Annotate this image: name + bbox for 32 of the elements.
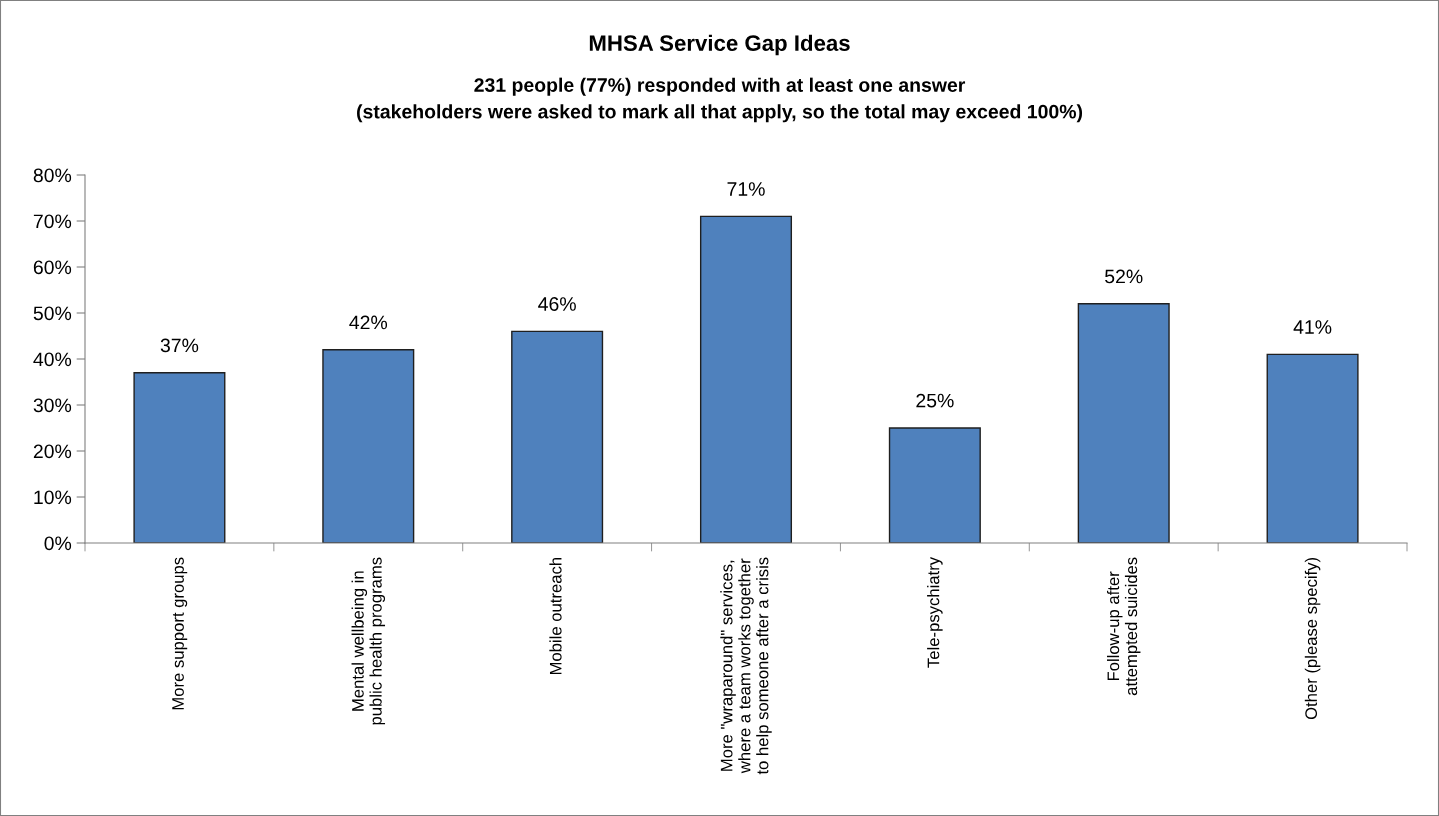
bar bbox=[322, 349, 415, 543]
data-label: 46% bbox=[538, 297, 576, 311]
data-label: 52% bbox=[1105, 269, 1143, 284]
x-tick-label: Follow-up after attempted suicides bbox=[1106, 557, 1141, 696]
bar bbox=[511, 330, 604, 543]
y-tick-label: 60% bbox=[33, 260, 72, 275]
y-tick-label: 0% bbox=[44, 536, 72, 551]
y-tick-label: 40% bbox=[33, 352, 72, 367]
y-tick-label: 70% bbox=[33, 214, 72, 229]
x-tick-label: More "wraparound" services, where a team works together to help someone after a crisis bbox=[720, 557, 772, 775]
bar bbox=[133, 372, 226, 543]
data-label: 25% bbox=[916, 393, 954, 408]
x-tick-label: Other (please specify) bbox=[1304, 557, 1321, 720]
bar bbox=[888, 427, 981, 543]
y-tick-label: 50% bbox=[33, 306, 72, 321]
chart-title: MHSA Service Gap Ideas bbox=[589, 34, 850, 56]
bar bbox=[1266, 353, 1359, 543]
x-tick-label: Mental wellbeing in public health programs bbox=[351, 557, 386, 725]
x-tick-label: More support groups bbox=[172, 557, 188, 710]
x-tick-label: Mobile outreach bbox=[549, 557, 562, 675]
data-label: 71% bbox=[727, 182, 765, 196]
x-tick-label: Tele-psychiatry bbox=[927, 556, 943, 668]
y-tick-label: 20% bbox=[33, 444, 72, 459]
y-tick-label: 80% bbox=[33, 168, 72, 183]
data-label: 42% bbox=[349, 315, 388, 330]
bar bbox=[1077, 303, 1170, 543]
chart-subtitle: 231 people (77%) responded with at least one answer (stakeholders were asked to mark all that apply, so the total may exceed 100%) bbox=[357, 77, 1083, 123]
bar bbox=[699, 215, 793, 543]
y-tick-label: 30% bbox=[33, 398, 72, 413]
y-tick-label: 10% bbox=[34, 490, 72, 505]
data-label: 37% bbox=[160, 338, 199, 353]
data-label: 41% bbox=[1293, 320, 1332, 334]
